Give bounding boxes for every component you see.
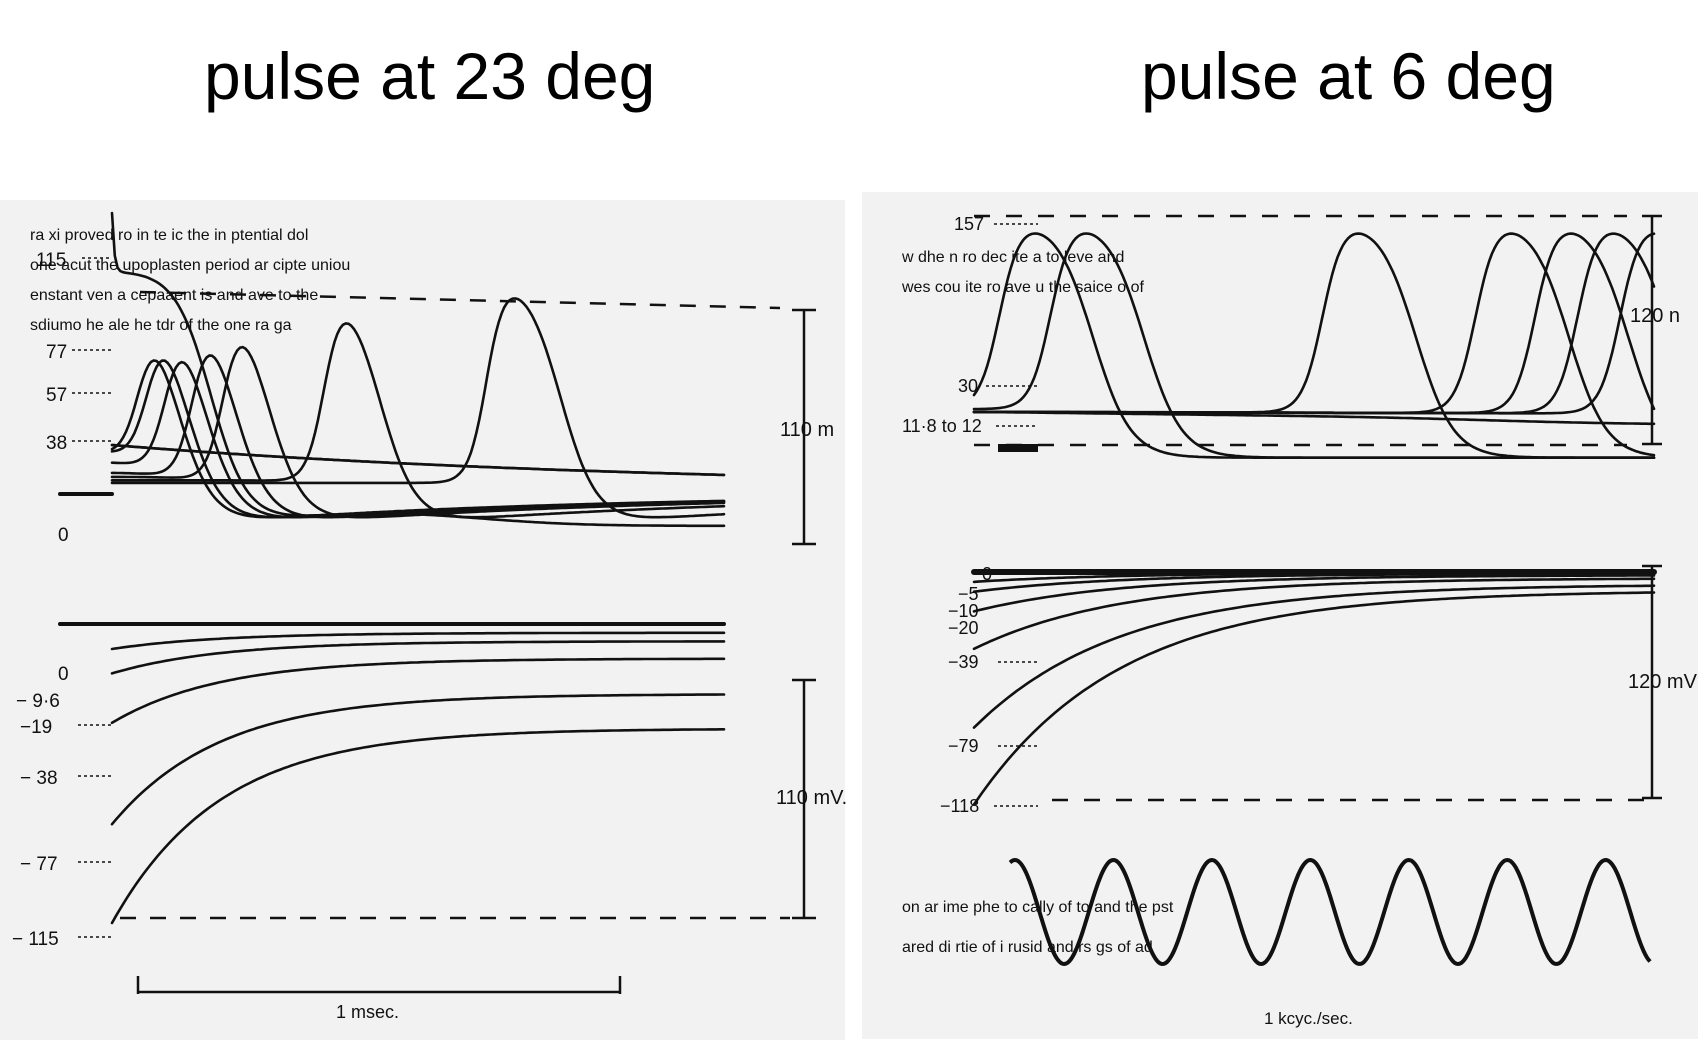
svg-text:ared di rtie of i rusid: ared di rtie of i rusid and rs gs of ad xyxy=(902,939,1153,956)
svg-text:sdiumo he ale he tdr of: sdiumo he ale he tdr of the one ra ga xyxy=(30,317,292,334)
pulse-label-38: 38 xyxy=(46,433,67,454)
scale-bar-label: 110 m xyxy=(780,419,834,441)
svg-text:enstant ven a cepaaent is: enstant ven a cepaaent is and ave to the xyxy=(30,287,318,304)
pulse-label-39: −39 xyxy=(948,652,979,672)
left-hyperpolarizing-panel: 110 mV. 0 − 9·6 −19 − 38 − 77 − 115 xyxy=(12,622,847,950)
trace-depol-16 xyxy=(110,322,726,519)
trace-hyperpol-19 xyxy=(110,640,726,675)
right-figure-title: pulse at 6 deg xyxy=(1141,39,1556,113)
pulse-label-10: −10 xyxy=(948,601,979,621)
left-depolarizing-panel: 110 m 115 77 57 38 0 xyxy=(36,211,834,546)
trace-depol-11-8 xyxy=(972,410,1656,426)
pulse-label-77: 77 xyxy=(46,342,67,363)
pulse-label-115: 115 xyxy=(36,250,66,271)
chart-6-deg: w dhe n ro dec ite a to leve and wes cou… xyxy=(862,192,1698,1039)
svg-text:ra xi proved ro in te ic: ra xi proved ro in te ic the in ptential… xyxy=(30,227,308,244)
ghost-print: ra xi proved ro in te ic the in ptential… xyxy=(30,227,350,334)
pulse-label-79: −79 xyxy=(948,736,979,756)
trace-hyperpol-20 xyxy=(972,574,1656,613)
right-depolarizing-panel: 120 n 157 30 11·8 to 12 xyxy=(902,214,1680,459)
svg-text:w dhe n ro dec ite a to: w dhe n ro dec ite a to leve and xyxy=(901,249,1124,266)
trace-depol-13 xyxy=(110,297,726,519)
pulse-label-5: −5 xyxy=(958,584,979,604)
pulse-label-0: 0 xyxy=(58,664,69,685)
pulse-label-19: −19 xyxy=(20,717,52,738)
calibration-sine-wave xyxy=(1008,857,1652,967)
calibration-label: 1 kcyc./sec. xyxy=(1264,1009,1353,1028)
trace-hyperpol-77 xyxy=(110,693,726,826)
trace-hyperpol-38 xyxy=(110,657,726,725)
ghost-print: w dhe n ro dec ite a to leve and wes cou… xyxy=(901,249,1174,956)
svg-text:wes cou ite ro ave u the: wes cou ite ro ave u the saice o of xyxy=(901,279,1144,296)
pulse-label-11-8: 11·8 to 12 xyxy=(902,416,982,436)
trace-depol-6 xyxy=(110,443,726,477)
scale-bar-label: 120 n xyxy=(1630,305,1680,327)
scale-bar-label: 120 mV xyxy=(1628,671,1698,693)
pulse-label-157: 157 xyxy=(954,214,984,234)
pulse-label-38: − 38 xyxy=(20,768,58,789)
pulse-label-20: −20 xyxy=(948,618,979,638)
trace-depol-20 xyxy=(110,345,726,519)
left-figure-title: pulse at 23 deg xyxy=(204,39,656,113)
pulse-label-30: 30 xyxy=(958,376,978,396)
trace-hyperpol-115 xyxy=(110,728,726,925)
paper-background xyxy=(0,200,845,1040)
right-hyperpolarizing-panel: 120 mV 0 −5 −10 −20 −39 −79 −118 xyxy=(940,564,1698,816)
scale-bar-label: 110 mV. xyxy=(776,787,847,809)
pulse-label-77: − 77 xyxy=(20,854,58,875)
pulse-label-0: 0 xyxy=(58,525,69,546)
svg-text:one acut the upoplasten pe: one acut the upoplasten period ar cipte … xyxy=(30,257,350,274)
pulse-label-115: − 115 xyxy=(12,929,59,950)
trace-hyperpol-10 xyxy=(972,572,1656,593)
trace-hyperpol-9-6 xyxy=(110,631,726,651)
pulse-label-118: −118 xyxy=(940,796,979,816)
time-scale-label: 1 msec. xyxy=(336,1002,399,1022)
time-scale-bar: 1 msec. xyxy=(136,976,622,1022)
trace-hyperpol-79 xyxy=(972,584,1656,729)
trace-hyperpol-118 xyxy=(972,591,1656,806)
trace-hyperpol-39 xyxy=(972,577,1656,651)
chart-23-deg: ra xi proved ro in te ic the in ptential… xyxy=(0,200,847,1040)
pre-pulse-baseline xyxy=(998,444,1038,452)
pulse-label-9-6: − 9·6 xyxy=(16,691,60,712)
calibration-sine: 1 kcyc./sec. xyxy=(1008,857,1652,1028)
pulse-label-57: 57 xyxy=(46,385,67,406)
